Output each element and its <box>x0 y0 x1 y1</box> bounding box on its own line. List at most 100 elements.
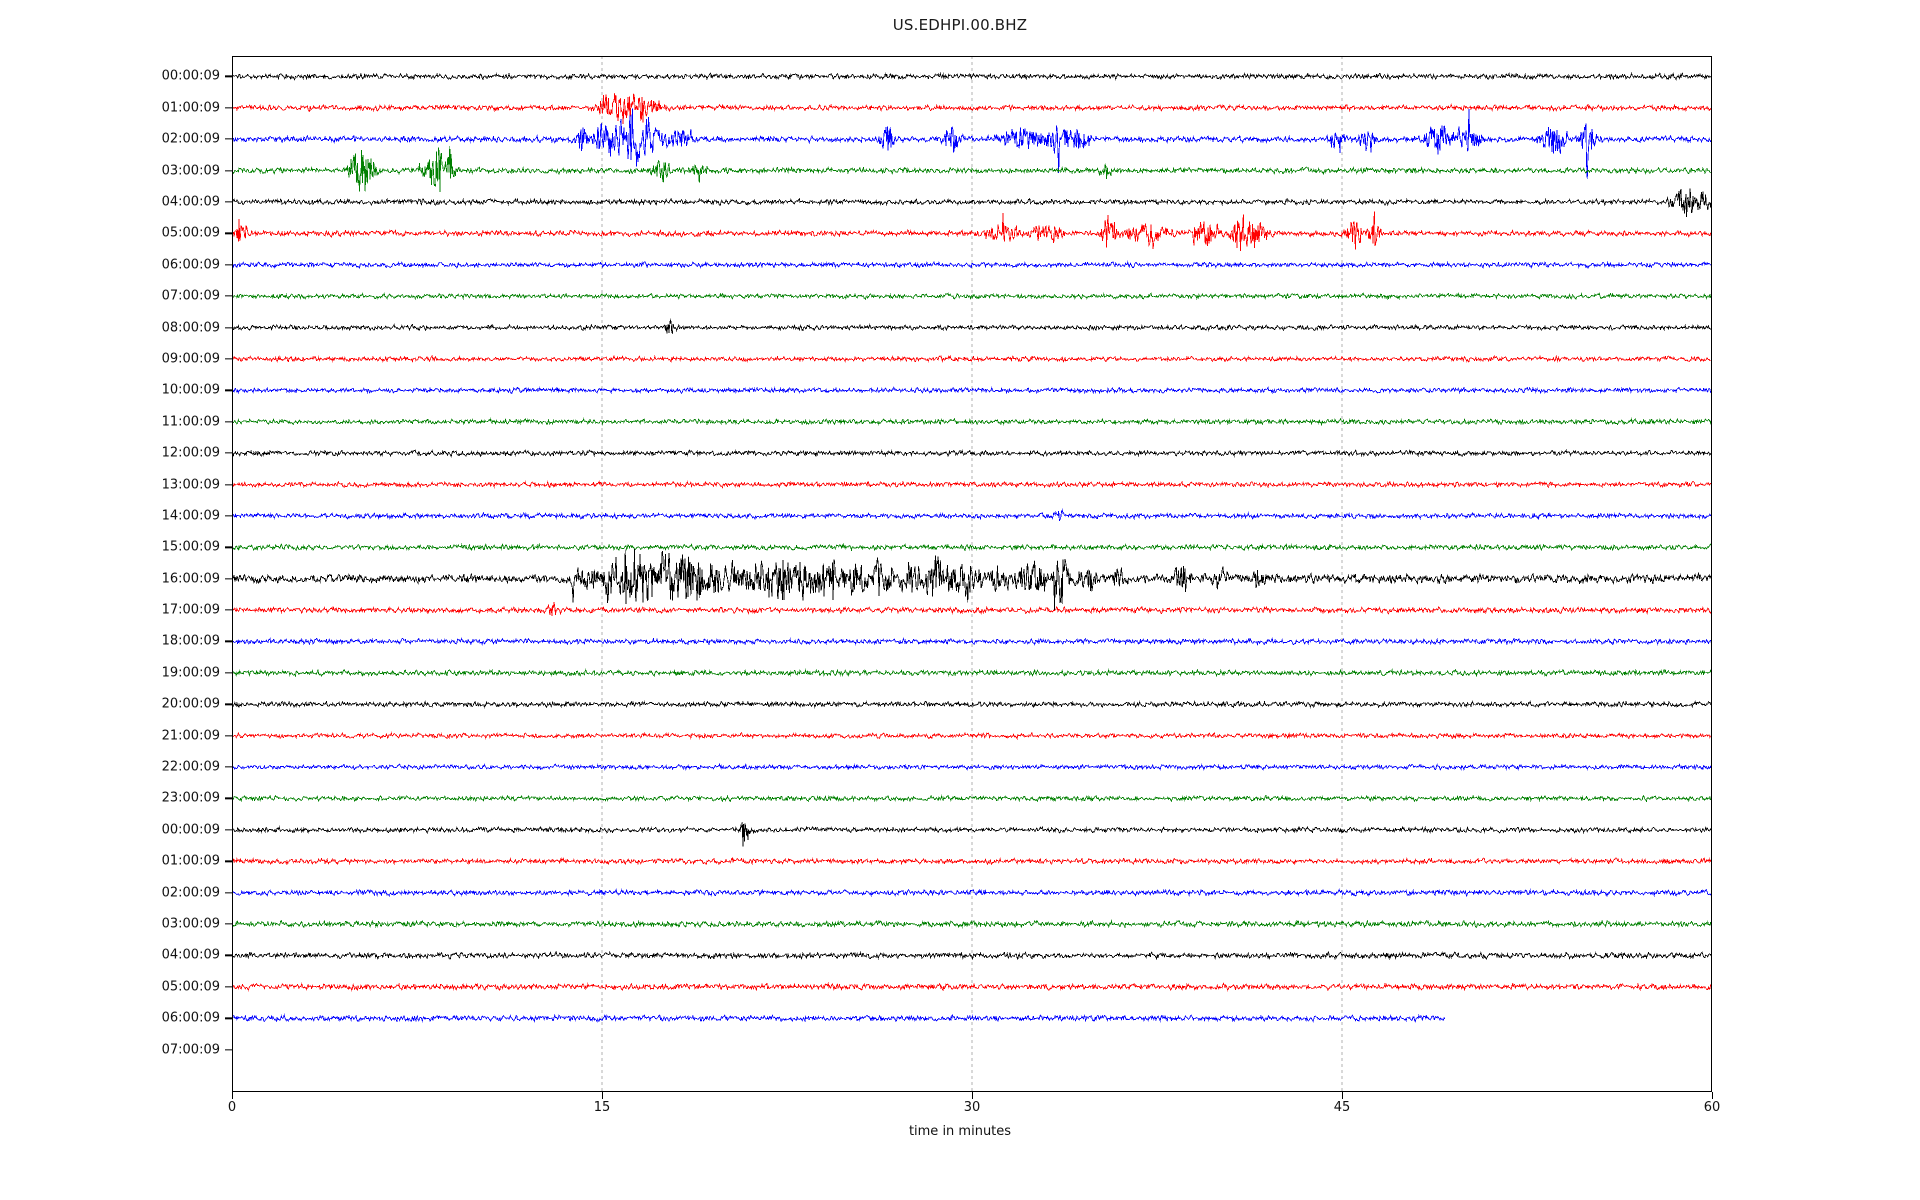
y-axis-tick-label: 00:00:09 <box>161 822 220 838</box>
y-axis-tick-label: 22:00:09 <box>161 759 220 775</box>
y-axis-tick-label: 07:00:09 <box>161 288 220 304</box>
y-axis-tick-label: 01:00:09 <box>161 100 220 116</box>
trace-line <box>232 822 1712 847</box>
x-axis-tick-label: 30 <box>963 1100 981 1115</box>
trace-line <box>232 950 1712 961</box>
trace-line <box>232 211 1712 251</box>
trace-line <box>232 260 1712 270</box>
y-axis-tick-mark <box>225 138 232 140</box>
trace-line <box>232 145 1712 192</box>
y-axis-tick-label: 01:00:09 <box>161 853 220 869</box>
trace-line <box>232 71 1712 81</box>
y-axis-tick-mark <box>225 923 232 925</box>
y-axis-tick-label: 07:00:09 <box>161 1042 220 1058</box>
y-axis-tick-mark <box>225 703 232 705</box>
y-axis-tick-mark <box>225 797 232 800</box>
x-axis-tick-label: 0 <box>227 1100 237 1115</box>
trace-line <box>232 549 1712 611</box>
trace-line <box>232 637 1712 647</box>
trace-line <box>232 602 1712 616</box>
y-axis-tick-label: 16:00:09 <box>161 571 220 587</box>
y-axis-tick-mark <box>225 326 232 329</box>
trace-line <box>232 1013 1446 1023</box>
y-axis-tick-mark <box>225 483 232 486</box>
trace-line <box>232 981 1712 992</box>
y-axis-tick-mark <box>225 891 232 894</box>
y-axis-tick-mark <box>225 264 232 266</box>
y-axis-tick-mark <box>225 358 232 360</box>
y-axis-tick-mark <box>225 986 232 988</box>
y-axis-tick-mark <box>225 107 232 109</box>
y-axis-tick-label: 23:00:09 <box>161 790 220 806</box>
x-axis-tick-mark <box>602 1092 604 1099</box>
x-axis-tick-label: 45 <box>1333 1100 1351 1115</box>
x-axis-tick-mark <box>1342 1092 1344 1099</box>
y-axis-tick-label: 03:00:09 <box>161 916 220 932</box>
trace-line <box>232 188 1712 218</box>
trace-line <box>232 354 1712 364</box>
x-axis-tick-mark <box>972 1092 974 1099</box>
y-axis-tick-label: 10:00:09 <box>161 382 220 398</box>
trace-line <box>232 888 1712 898</box>
y-axis-tick-mark <box>225 1048 232 1051</box>
trace-line <box>232 318 1712 334</box>
y-axis-tick-mark <box>225 452 232 454</box>
y-axis-tick-label: 02:00:09 <box>161 885 220 901</box>
y-axis-tick-mark <box>225 1017 232 1019</box>
y-axis-tick-label: 18:00:09 <box>161 633 220 649</box>
y-axis-tick-label: 19:00:09 <box>161 665 220 681</box>
trace-line <box>232 292 1712 301</box>
y-axis-tick-label: 17:00:09 <box>161 602 220 618</box>
trace-line <box>232 107 1712 180</box>
y-axis-tick-mark <box>225 640 232 643</box>
y-axis-tick-mark <box>225 860 232 862</box>
y-axis-tick-label: 04:00:09 <box>161 194 220 210</box>
y-axis-tick-mark <box>225 75 232 78</box>
x-axis-tick-mark <box>1712 1092 1714 1099</box>
y-axis-tick-mark <box>225 546 232 548</box>
y-axis-tick-mark <box>225 201 232 203</box>
y-axis-tick-mark <box>225 735 232 737</box>
y-axis-tick-label: 06:00:09 <box>161 257 220 273</box>
y-axis-tick-label: 05:00:09 <box>161 225 220 241</box>
y-axis-tick-label: 11:00:09 <box>161 414 220 430</box>
trace-line <box>232 386 1712 395</box>
y-axis-tick-mark <box>225 829 232 831</box>
y-axis-tick-label: 12:00:09 <box>161 445 220 461</box>
x-axis-tick-mark <box>232 1092 234 1099</box>
y-axis-tick-mark <box>225 515 232 517</box>
trace-line <box>232 93 1712 124</box>
trace-line <box>232 449 1712 458</box>
trace-line <box>232 668 1712 678</box>
y-axis-tick-label: 08:00:09 <box>161 320 220 336</box>
y-axis-tick-label: 04:00:09 <box>161 947 220 963</box>
x-axis-tick-label: 15 <box>593 1100 611 1115</box>
y-axis-tick-mark <box>225 954 232 957</box>
page-title: US.EDHPI.00.BHZ <box>892 16 1028 34</box>
y-axis-tick-label: 06:00:09 <box>161 1010 220 1026</box>
y-axis-tick-label: 02:00:09 <box>161 131 220 147</box>
y-axis-tick-label: 21:00:09 <box>161 728 220 744</box>
trace-line <box>232 480 1712 489</box>
y-axis-tick-label: 05:00:09 <box>161 979 220 995</box>
y-axis-tick-mark <box>225 609 232 611</box>
trace-line <box>232 919 1712 929</box>
y-axis-tick-mark <box>225 672 232 674</box>
trace-line <box>232 417 1712 427</box>
trace-line <box>232 542 1712 552</box>
y-axis-tick-mark <box>225 766 232 768</box>
y-axis-tick-mark <box>225 421 232 423</box>
plot-area <box>232 56 1712 1092</box>
y-axis-tick-mark <box>225 232 232 235</box>
y-axis-tick-label: 15:00:09 <box>161 539 220 555</box>
trace-line <box>232 762 1712 771</box>
y-axis-tick-label: 20:00:09 <box>161 696 220 712</box>
y-axis-tick-label: 13:00:09 <box>161 477 220 493</box>
x-axis-tick-label: 60 <box>1703 1100 1721 1115</box>
y-axis-tick-mark <box>225 295 232 297</box>
trace-line <box>232 856 1712 866</box>
y-axis-tick-label: 14:00:09 <box>161 508 220 524</box>
y-axis-tick-label: 03:00:09 <box>161 163 220 179</box>
y-axis-tick-mark <box>225 169 232 172</box>
